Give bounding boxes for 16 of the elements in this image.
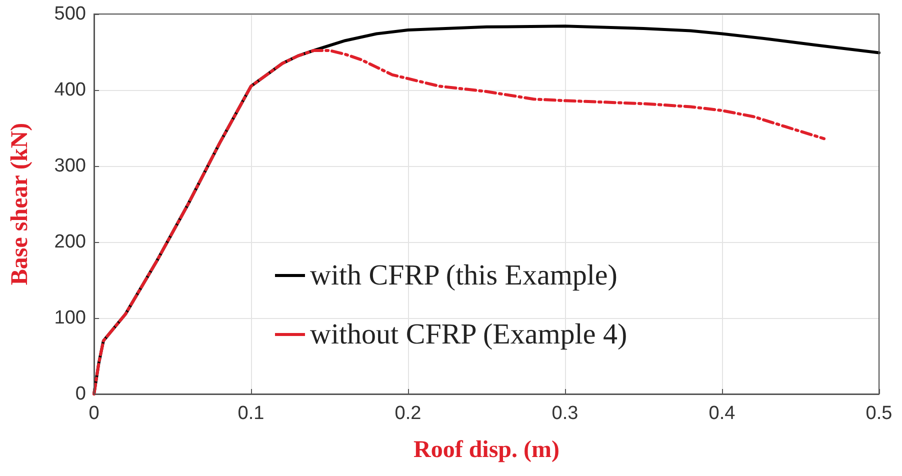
y-axis-title: Base shear (kN) xyxy=(7,122,33,286)
x-tick-label: 0.5 xyxy=(866,403,892,424)
y-tick-label: 300 xyxy=(54,156,86,176)
y-tick-label: 100 xyxy=(54,308,86,328)
y-tick-label: 500 xyxy=(54,4,86,24)
x-tick-label: 0.1 xyxy=(238,403,264,424)
legend-label: without CFRP (Example 4) xyxy=(310,318,628,350)
x-tick-label: 0.2 xyxy=(394,403,422,424)
legend-label: with CFRP (this Example) xyxy=(310,260,618,292)
x-tick-label: 0 xyxy=(88,403,100,424)
y-tick-label: 0 xyxy=(75,384,86,404)
y-tick-label: 400 xyxy=(54,80,86,100)
x-tick-label: 0.3 xyxy=(552,403,578,424)
x-tick-label: 0.4 xyxy=(708,403,736,424)
x-axis-title: Roof disp. (m) xyxy=(413,437,560,463)
y-tick-label: 200 xyxy=(54,232,86,252)
